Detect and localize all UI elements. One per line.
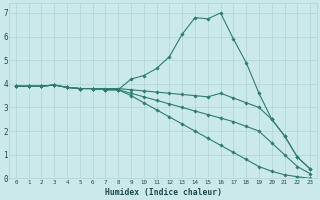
X-axis label: Humidex (Indice chaleur): Humidex (Indice chaleur) — [105, 188, 221, 197]
